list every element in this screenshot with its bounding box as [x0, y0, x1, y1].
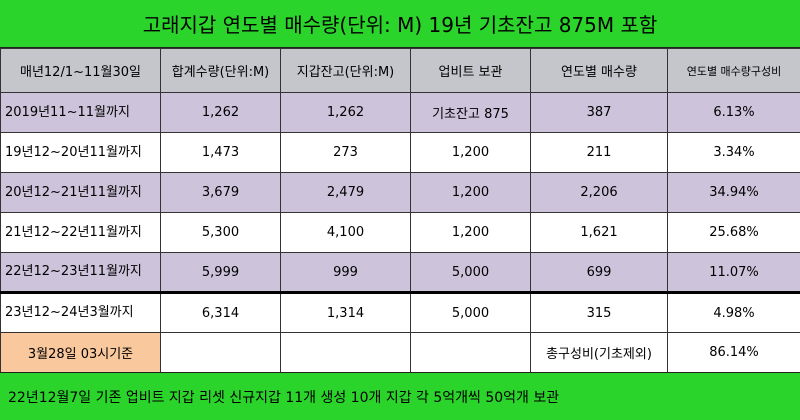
cell-period[interactable]: 23년12~24년3월까지	[0, 291, 161, 333]
table-row: 19년12~20년11월까지 1,473 273 1,200 211 3.34%	[0, 132, 800, 173]
cell-period[interactable]: 2019년11~11월까지	[0, 92, 161, 133]
cell-yearly[interactable]: 2,206	[530, 172, 668, 213]
cell-yearly[interactable]: 1,621	[530, 212, 668, 253]
table-row: 23년12~24년3월까지 6,314 1,314 5,000 315 4.98…	[0, 291, 800, 333]
cell-upbit[interactable]: 1,200	[410, 132, 531, 173]
cell-total[interactable]: 6,314	[160, 291, 281, 333]
cell-period[interactable]: 22년12~23년11월까지	[0, 252, 161, 293]
cell-yearly[interactable]: 211	[530, 132, 668, 173]
header-upbit[interactable]: 업비트 보관	[410, 48, 531, 93]
cell-ratio[interactable]: 6.13%	[667, 92, 800, 133]
data-table: 매년12/1~11월30일 합계수량(단위:M) 지갑잔고(단위:M) 업비트 …	[0, 48, 800, 373]
cell-total[interactable]: 1,262	[160, 92, 281, 133]
cell-ratio[interactable]: 4.98%	[667, 291, 800, 333]
cell-empty[interactable]	[280, 332, 411, 373]
sheet-title: 고래지갑 연도별 매수량(단위: M) 19년 기초잔고 875M 포함	[0, 0, 800, 48]
cell-total[interactable]: 1,473	[160, 132, 281, 173]
cell-note[interactable]: 3월28일 03시기준	[0, 332, 161, 373]
cell-wallet[interactable]: 2,479	[280, 172, 411, 213]
cell-summary-value[interactable]: 86.14%	[667, 332, 800, 373]
header-ratio[interactable]: 연도별 매수량구성비	[667, 48, 800, 93]
cell-upbit[interactable]: 기초잔고 875	[410, 92, 531, 133]
cell-wallet[interactable]: 4,100	[280, 212, 411, 253]
header-period[interactable]: 매년12/1~11월30일	[0, 48, 161, 93]
cell-period[interactable]: 19년12~20년11월까지	[0, 132, 161, 173]
cell-wallet[interactable]: 1,262	[280, 92, 411, 133]
cell-wallet[interactable]: 999	[280, 252, 411, 293]
cell-period[interactable]: 21년12~22년11월까지	[0, 212, 161, 253]
summary-row: 3월28일 03시기준 총구성비(기초제외) 86.14%	[0, 332, 800, 373]
table-row: 2019년11~11월까지 1,262 1,262 기초잔고 875 387 6…	[0, 92, 800, 133]
header-wallet[interactable]: 지갑잔고(단위:M)	[280, 48, 411, 93]
cell-ratio[interactable]: 25.68%	[667, 212, 800, 253]
cell-wallet[interactable]: 273	[280, 132, 411, 173]
table-row: 20년12~21년11월까지 3,679 2,479 1,200 2,206 3…	[0, 172, 800, 213]
cell-upbit[interactable]: 1,200	[410, 212, 531, 253]
footer-note: 22년12월7일 기존 업비트 지갑 리셋 신규지갑 11개 생성 10개 지갑…	[0, 372, 800, 420]
cell-yearly[interactable]: 699	[530, 252, 668, 293]
cell-upbit[interactable]: 5,000	[410, 252, 531, 293]
cell-total[interactable]: 5,300	[160, 212, 281, 253]
table-row: 21년12~22년11월까지 5,300 4,100 1,200 1,621 2…	[0, 212, 800, 253]
cell-empty[interactable]	[160, 332, 281, 373]
cell-total[interactable]: 3,679	[160, 172, 281, 213]
header-row: 매년12/1~11월30일 합계수량(단위:M) 지갑잔고(단위:M) 업비트 …	[0, 48, 800, 93]
header-total[interactable]: 합계수량(단위:M)	[160, 48, 281, 93]
cell-yearly[interactable]: 387	[530, 92, 668, 133]
cell-yearly[interactable]: 315	[530, 291, 668, 333]
cell-upbit[interactable]: 1,200	[410, 172, 531, 213]
cell-period[interactable]: 20년12~21년11월까지	[0, 172, 161, 213]
cell-wallet[interactable]: 1,314	[280, 291, 411, 333]
cell-summary-label[interactable]: 총구성비(기초제외)	[530, 332, 668, 373]
cell-upbit[interactable]: 5,000	[410, 291, 531, 333]
header-yearly[interactable]: 연도별 매수량	[530, 48, 668, 93]
cell-ratio[interactable]: 11.07%	[667, 252, 800, 293]
cell-total[interactable]: 5,999	[160, 252, 281, 293]
cell-ratio[interactable]: 3.34%	[667, 132, 800, 173]
cell-empty[interactable]	[410, 332, 531, 373]
cell-ratio[interactable]: 34.94%	[667, 172, 800, 213]
table-row: 22년12~23년11월까지 5,999 999 5,000 699 11.07…	[0, 252, 800, 293]
